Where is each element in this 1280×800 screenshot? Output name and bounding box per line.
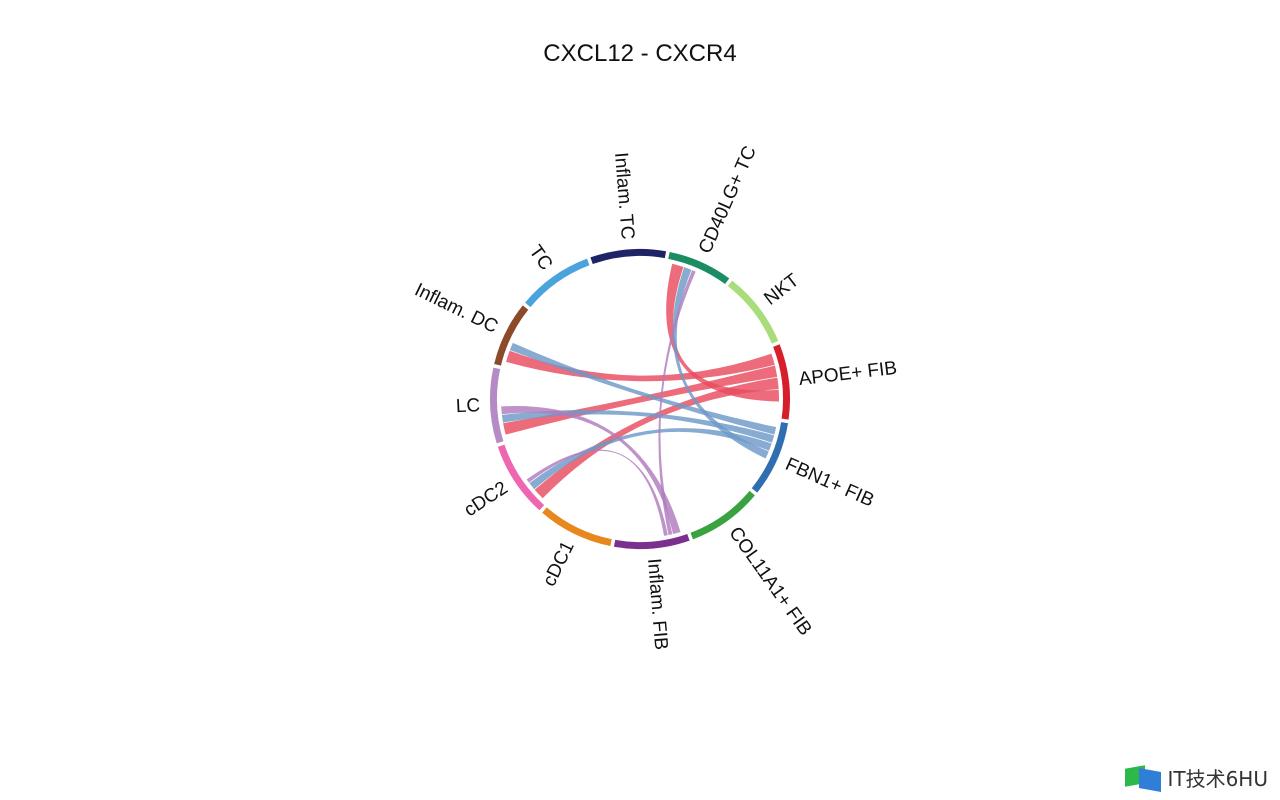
segment-label-apoe-fib: APOE+ FIB [798, 358, 899, 390]
chord-link-apoe-fib-to-cd40lg-tc [666, 263, 779, 402]
segment-label-col11a1-fib: COL11A1+ FIB [724, 523, 815, 640]
watermark-text: IT技术6HU [1167, 767, 1268, 791]
chord-segment-col11a1-fib [690, 490, 755, 540]
chord-segment-apoe-fib [773, 344, 790, 420]
chord-segment-inflam-tc [590, 249, 667, 265]
chart-title: CXCL12 - CXCR4 [543, 40, 736, 67]
chord-segments [490, 249, 790, 549]
segment-label-cdc2: cDC2 [460, 478, 511, 522]
segment-label-cd40lg-tc: CD40LG+ TC [695, 143, 761, 257]
chord-links [501, 263, 779, 536]
chord-segment-inflam-fib [613, 533, 690, 549]
segment-label-inflam-tc: Inflam. TC [610, 152, 638, 241]
watermark: IT技术6HU [1125, 763, 1268, 792]
segment-label-fbn1-fib: FBN1+ FIB [782, 454, 877, 512]
chord-segment-cd40lg-tc [668, 251, 730, 285]
watermark-logo-icon [1125, 764, 1163, 792]
segment-label-inflam-dc: Inflam. DC [411, 279, 501, 337]
chord-segment-lc [490, 367, 504, 444]
chord-link-fbn1-fib-to-inflam-dc [509, 342, 777, 435]
chord-segment-nkt [727, 280, 779, 344]
segment-label-nkt: NKT [760, 270, 803, 310]
chord-segment-cdc2 [497, 444, 545, 511]
chord-link-apoe-fib-to-cdc2 [534, 377, 779, 499]
chord-link-fbn1-fib-to-cd40lg-tc [672, 267, 769, 459]
chord-segment-tc [525, 258, 590, 308]
chord-segment-inflam-dc [494, 305, 529, 366]
chord-link-apoe-fib-to-inflam-dc [506, 350, 775, 382]
chord-segment-fbn1-fib [751, 422, 789, 493]
chord-segment-cdc1 [542, 507, 612, 547]
segment-label-lc: LC [455, 395, 480, 417]
segment-label-tc: TC [525, 241, 557, 274]
segment-label-inflam-fib: Inflam. FIB [643, 558, 671, 651]
segment-label-cdc1: cDC1 [539, 538, 579, 590]
